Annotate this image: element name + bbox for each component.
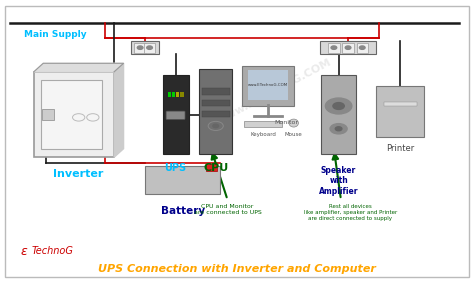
FancyBboxPatch shape	[167, 92, 171, 98]
FancyBboxPatch shape	[199, 69, 232, 154]
Text: Inverter: Inverter	[54, 169, 104, 179]
Text: Mouse: Mouse	[285, 132, 302, 137]
Text: Rest all devices
like amplifier, speaker and Printer
are direct connected to sup: Rest all devices like amplifier, speaker…	[304, 204, 397, 221]
Text: Keyboard: Keyboard	[250, 132, 276, 137]
Polygon shape	[114, 63, 124, 157]
FancyBboxPatch shape	[5, 6, 469, 277]
Text: Printer: Printer	[386, 144, 414, 153]
FancyBboxPatch shape	[34, 72, 114, 157]
Text: CPU and Monitor
are connected to UPS: CPU and Monitor are connected to UPS	[194, 204, 262, 215]
FancyBboxPatch shape	[376, 86, 424, 137]
Circle shape	[345, 46, 351, 49]
FancyBboxPatch shape	[131, 41, 159, 54]
Text: Battery: Battery	[161, 206, 205, 216]
FancyBboxPatch shape	[242, 66, 294, 106]
FancyBboxPatch shape	[41, 80, 102, 149]
FancyBboxPatch shape	[176, 92, 179, 98]
Text: $\varepsilon$: $\varepsilon$	[19, 245, 28, 258]
FancyBboxPatch shape	[328, 43, 339, 53]
Ellipse shape	[289, 119, 299, 127]
FancyBboxPatch shape	[201, 100, 230, 106]
FancyBboxPatch shape	[163, 75, 189, 154]
Circle shape	[325, 98, 352, 114]
FancyBboxPatch shape	[356, 43, 368, 53]
Circle shape	[333, 103, 344, 110]
FancyBboxPatch shape	[201, 111, 230, 117]
Text: Monitor: Monitor	[274, 120, 299, 125]
Text: UPS Connection with Inverter and Computer: UPS Connection with Inverter and Compute…	[98, 264, 376, 274]
FancyBboxPatch shape	[201, 88, 230, 95]
Text: Main Supply: Main Supply	[24, 30, 87, 39]
Text: www.ETechnoG.COM: www.ETechnoG.COM	[216, 57, 333, 126]
Circle shape	[137, 46, 143, 49]
FancyBboxPatch shape	[206, 164, 217, 171]
FancyBboxPatch shape	[166, 111, 185, 119]
FancyBboxPatch shape	[321, 75, 356, 154]
Text: UPS: UPS	[164, 163, 187, 173]
FancyBboxPatch shape	[145, 166, 220, 194]
Circle shape	[331, 46, 337, 49]
Polygon shape	[34, 63, 124, 72]
FancyBboxPatch shape	[383, 102, 417, 106]
Text: www.ETechnoG.COM: www.ETechnoG.COM	[247, 83, 288, 87]
FancyBboxPatch shape	[42, 109, 54, 120]
FancyBboxPatch shape	[172, 92, 175, 98]
Circle shape	[335, 127, 342, 131]
FancyBboxPatch shape	[144, 43, 155, 53]
FancyBboxPatch shape	[319, 41, 376, 54]
FancyBboxPatch shape	[180, 92, 183, 98]
Circle shape	[330, 124, 347, 134]
FancyBboxPatch shape	[135, 43, 146, 53]
Text: CPU: CPU	[203, 163, 228, 173]
Text: TechnoG: TechnoG	[31, 246, 73, 256]
Text: Speaker
with
Amplifier: Speaker with Amplifier	[319, 166, 358, 196]
Circle shape	[147, 46, 153, 49]
FancyBboxPatch shape	[244, 121, 282, 127]
FancyBboxPatch shape	[248, 70, 288, 100]
Circle shape	[213, 124, 219, 128]
FancyBboxPatch shape	[342, 43, 354, 53]
Circle shape	[359, 46, 365, 49]
